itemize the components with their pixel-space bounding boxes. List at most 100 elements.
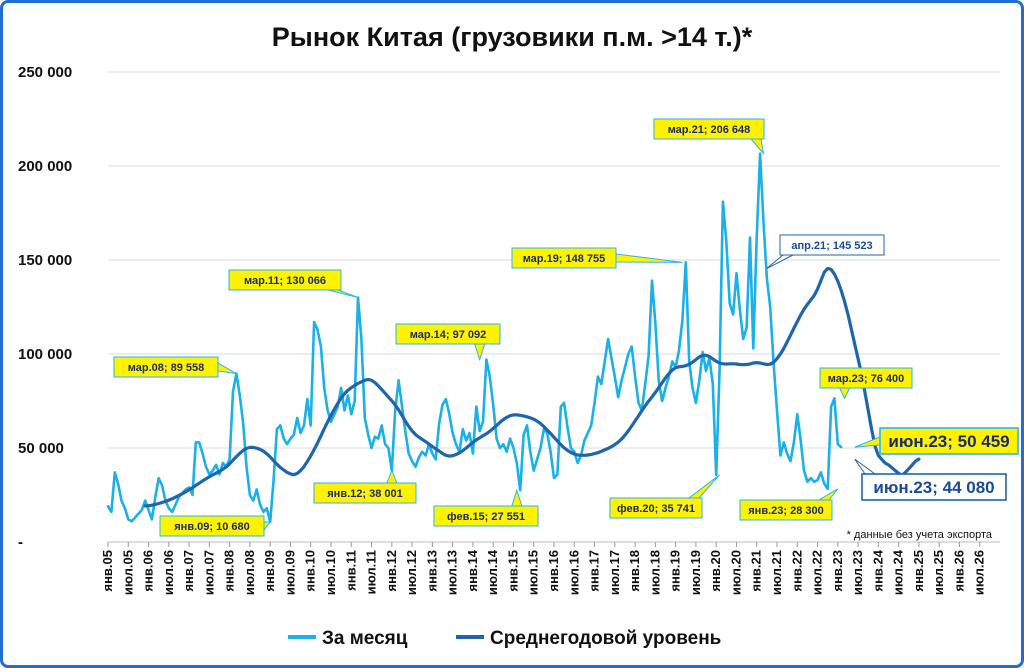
annotation-label: янв.09; 10 680: [174, 521, 249, 533]
y-tick-label: 250 000: [18, 64, 72, 81]
x-tick-label: июл.25: [931, 550, 946, 595]
x-tick-label: июл.19: [688, 550, 703, 595]
legend-label-average: Среднегодовой уровень: [490, 628, 721, 649]
annotation-box: [609, 497, 703, 519]
x-tick-label: янв.16: [546, 550, 561, 592]
x-tick-label: янв.26: [951, 550, 966, 592]
annotation-label: апр.21; 145 523: [791, 240, 872, 252]
x-tick-label: июл.17: [607, 550, 622, 595]
x-tick-label: июл.14: [485, 549, 500, 595]
x-tick-label: июл.23: [850, 550, 865, 595]
x-tick-label: янв.09: [262, 550, 277, 592]
annotation-pointer: [838, 387, 851, 400]
x-tick-label: янв.22: [789, 550, 804, 592]
x-tick-label: янв.24: [870, 549, 885, 591]
x-tick-label: июл.12: [404, 550, 419, 595]
x-tick-label: янв.23: [830, 550, 845, 592]
x-tick-label: июл.08: [242, 550, 257, 595]
annotation-label: мар.23; 76 400: [828, 373, 904, 385]
x-axis: янв.05 июл.05 янв.06 июл.06 янв.07 июл.07 янв.…: [100, 542, 987, 595]
x-tick-label: янв.19: [668, 550, 683, 592]
x-tick-label: янв.06: [141, 550, 156, 592]
x-tick-label: июл.05: [120, 550, 135, 595]
annotation-pointer: [263, 521, 272, 532]
annotation-box: [433, 505, 539, 527]
x-tick-label: янв.07: [181, 550, 196, 592]
annotation-pointer: [511, 488, 523, 507]
annotation-pointer: [749, 138, 765, 156]
y-tick-label: 100 000: [18, 346, 72, 363]
x-tick-label: янв.18: [627, 550, 642, 592]
annotation-pointer: [615, 253, 683, 263]
y-tick-label: 50 000: [18, 440, 64, 457]
x-tick-label: янв.08: [222, 550, 237, 592]
annotation-label: июн.23; 50 459: [888, 432, 1009, 451]
x-tick-label: янв.25: [911, 550, 926, 592]
x-tick-label: янв.15: [505, 550, 520, 592]
y-tick-label: 150 000: [18, 252, 72, 269]
annotation-box: [113, 356, 219, 378]
x-tick-label: янв.12: [384, 550, 399, 592]
x-tick-label: янв.13: [424, 550, 439, 592]
annotation-box: [313, 482, 417, 504]
legend-label-monthly: За месяц: [322, 628, 408, 649]
x-tick-label: июл.10: [323, 550, 338, 595]
series-line-average: [143, 266, 921, 508]
x-tick-label: янв.14: [465, 549, 480, 591]
x-tick-label: июл.20: [728, 550, 743, 595]
annotation-label: июн.23; 44 080: [873, 478, 994, 497]
annotation-box: [739, 499, 833, 521]
x-tick-label: июл.07: [201, 550, 216, 595]
footnote: * данные без учета экспорта: [847, 529, 993, 541]
series-line-monthly: [106, 152, 843, 524]
x-tick-label: июл.16: [566, 550, 581, 595]
y-axis: - 50 000 100 000 150 000 200 000 250 000: [18, 64, 72, 551]
annotation-pointer: [817, 488, 839, 501]
annotation-pointer: [217, 362, 237, 375]
x-tick-label: июл.15: [526, 550, 541, 595]
annotation-pointer: [854, 436, 881, 448]
annotation-box: [395, 323, 501, 345]
x-tick-label: июл.13: [445, 550, 460, 595]
annotation-box: [819, 367, 913, 389]
annotation-box: [879, 427, 1019, 455]
annotations: мар.08; 89 558 янв.09; 10 680 мар.11; 130 …: [113, 118, 1019, 537]
x-tick-label: янв.20: [708, 550, 723, 592]
series-group: [106, 152, 921, 524]
chart-title: Рынок Китая (грузовики п.м. >14 т.)*: [272, 22, 753, 52]
annotation-pointer: [473, 343, 486, 362]
annotation-pointer: [386, 469, 398, 484]
annotation-box: [653, 118, 765, 140]
x-tick-label: янв.10: [303, 550, 318, 592]
x-tick-label: янв.05: [100, 550, 115, 592]
x-tick-label: июл.18: [647, 550, 662, 595]
x-tick-label: янв.21: [749, 550, 764, 592]
annotation-label: мар.21; 206 648: [668, 124, 751, 136]
x-tick-label: янв.11: [343, 550, 358, 591]
annotation-pointer: [327, 289, 359, 298]
x-tick-label: июл.09: [282, 550, 297, 595]
annotation-label: янв.12; 38 001: [327, 488, 402, 500]
annotation-label: мар.11; 130 066: [244, 275, 326, 287]
x-tick-label: июл.26: [972, 550, 987, 595]
annotation-box: [861, 473, 1007, 501]
annotation-pointer: [854, 458, 877, 475]
x-tick-label: июл.06: [161, 550, 176, 595]
x-tick-label: июл.24: [891, 549, 906, 595]
annotation-label: мар.14; 97 092: [410, 329, 486, 341]
x-tick-label: июл.11: [364, 550, 379, 594]
annotation-box: [159, 515, 265, 537]
annotation-label: мар.19; 148 755: [523, 253, 606, 265]
annotation-box: [511, 247, 617, 269]
annotation-pointer: [766, 254, 794, 269]
y-tick-label: 200 000: [18, 158, 72, 175]
legend: За месяц Среднегодовой уровень: [288, 628, 721, 649]
y-tick-label: -: [18, 534, 23, 551]
annotation-label: фев.15; 27 551: [447, 511, 525, 523]
annotation-label: янв.23; 28 300: [748, 505, 823, 517]
annotation-box: [228, 269, 342, 291]
x-tick-label: июл.21: [769, 550, 784, 595]
annotation-label: фев.20; 35 741: [617, 503, 695, 515]
x-tick-label: июл.22: [810, 550, 825, 595]
